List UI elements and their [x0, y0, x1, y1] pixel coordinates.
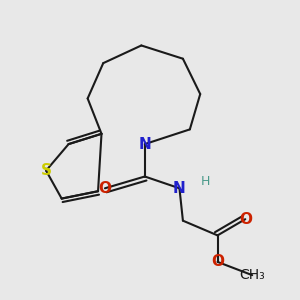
Text: CH₃: CH₃	[239, 268, 265, 282]
Text: H: H	[201, 175, 210, 188]
Text: O: O	[98, 181, 112, 196]
Text: N: N	[138, 136, 151, 152]
Text: S: S	[40, 163, 52, 178]
Text: O: O	[211, 254, 224, 269]
Text: N: N	[173, 181, 186, 196]
Text: O: O	[239, 212, 252, 227]
